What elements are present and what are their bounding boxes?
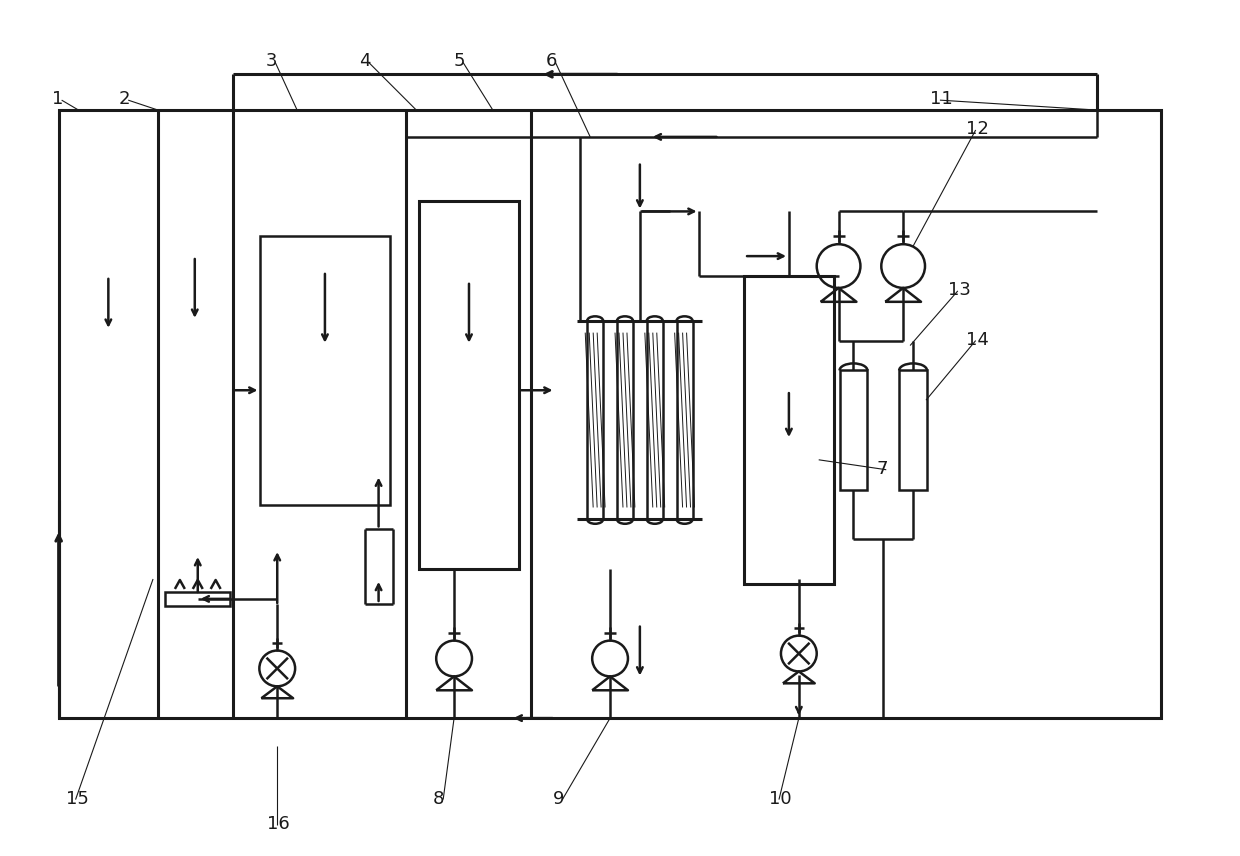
Text: 16: 16 — [268, 816, 290, 834]
Bar — [588, 321, 603, 520]
Bar — [899, 371, 928, 490]
Text: 9: 9 — [553, 789, 564, 808]
Bar — [647, 321, 662, 520]
Text: 14: 14 — [966, 330, 988, 348]
Text: 8: 8 — [433, 789, 445, 808]
Bar — [618, 321, 632, 520]
Text: 3: 3 — [265, 52, 277, 70]
Bar — [58, 110, 1162, 718]
Text: 2: 2 — [118, 90, 130, 108]
Text: 13: 13 — [947, 281, 971, 299]
Text: 7: 7 — [877, 460, 888, 478]
Bar — [419, 201, 518, 569]
Bar — [839, 371, 868, 490]
Bar — [744, 276, 833, 584]
Text: 6: 6 — [546, 52, 557, 70]
Text: 12: 12 — [966, 120, 988, 138]
Text: 4: 4 — [358, 52, 371, 70]
Text: 1: 1 — [52, 90, 63, 108]
Text: 15: 15 — [66, 789, 88, 808]
Text: 11: 11 — [930, 90, 952, 108]
Bar — [677, 321, 692, 520]
Text: 5: 5 — [453, 52, 465, 70]
Bar — [260, 236, 389, 504]
Text: 10: 10 — [769, 789, 791, 808]
Bar — [165, 592, 231, 606]
